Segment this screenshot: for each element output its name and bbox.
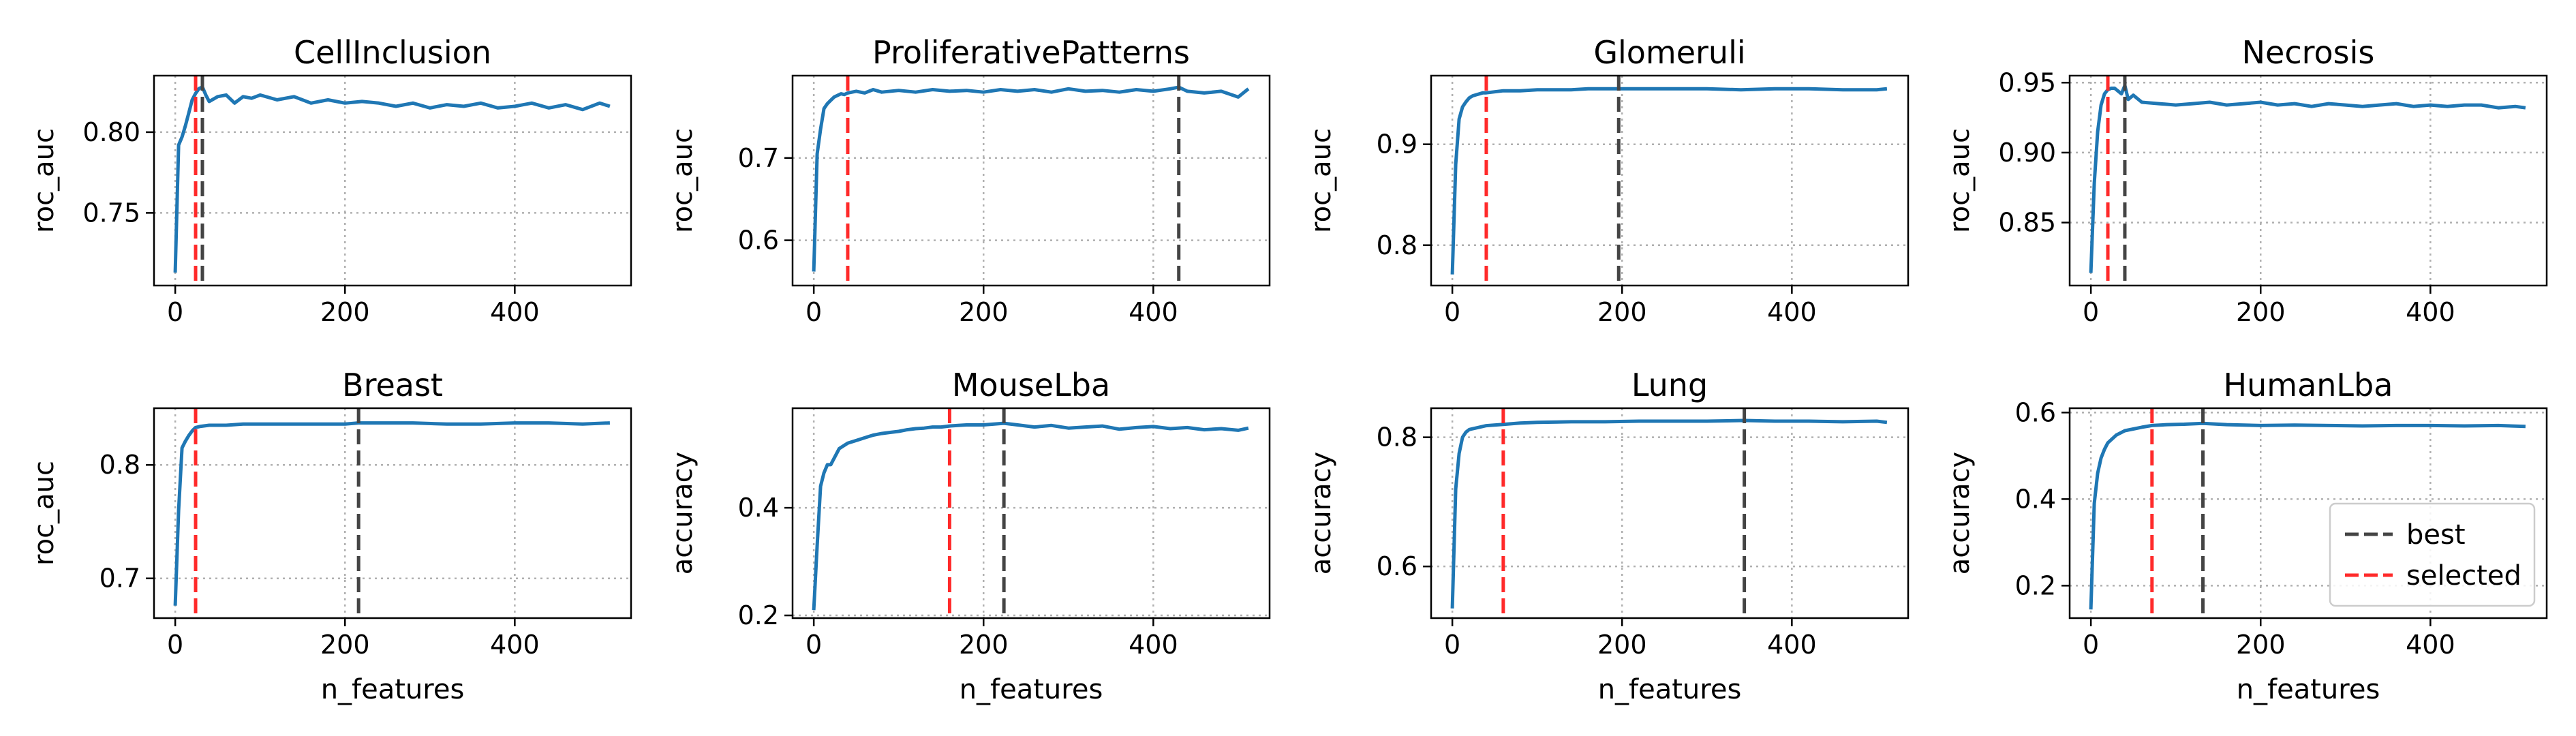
x-tick-label: 400 <box>490 630 540 660</box>
y-tick-label: 0.7 <box>99 564 140 594</box>
plot-area <box>2089 408 2526 618</box>
y-tick-label: 0.4 <box>738 493 779 523</box>
subplot-title: ProliferativePatterns <box>872 34 1190 71</box>
x-axis-label: n_features <box>321 674 465 705</box>
subplot-title: CellInclusion <box>294 34 491 71</box>
y-axis-label: accuracy <box>1944 452 1976 574</box>
subplot-title: Necrosis <box>2242 34 2375 71</box>
subplot-humanlba: 0 200 400 0.2 0.4 0.6 HumanLba accuracy n_featur… <box>1944 367 2548 705</box>
y-tick-label: 0.85 <box>1998 208 2056 238</box>
series-line <box>2089 421 2526 610</box>
x-tick-label: 0 <box>1444 297 1460 327</box>
y-tick-label: 0.6 <box>738 226 779 256</box>
x-tick-label: 400 <box>490 297 540 327</box>
y-axis-label: accuracy <box>1306 452 1337 574</box>
series-line <box>173 421 611 606</box>
x-tick-label: 0 <box>167 630 183 660</box>
x-tick-label: 200 <box>320 297 370 327</box>
legend-box <box>2329 502 2536 607</box>
axes-frame <box>1430 407 1910 619</box>
series-line <box>1450 87 1888 275</box>
x-axis-label: n_features <box>1598 674 1742 705</box>
x-tick-label: 0 <box>2083 297 2099 327</box>
x-tick-label: 200 <box>2236 297 2286 327</box>
series-line <box>1450 418 1888 609</box>
legend: best selected <box>2329 502 2536 607</box>
y-tick-label: 0.8 <box>1377 230 1417 260</box>
plot-area <box>173 408 611 618</box>
y-axis-label: roc_auc <box>667 128 699 233</box>
x-tick-label: 400 <box>1767 297 1817 327</box>
x-tick-label: 200 <box>1597 297 1647 327</box>
axes-frame <box>153 74 632 287</box>
axes-frame <box>2068 74 2548 287</box>
x-tick-label: 0 <box>2083 630 2099 660</box>
axes-frame <box>791 407 1271 619</box>
plot-area <box>812 408 1249 618</box>
y-tick-label: 0.75 <box>82 198 140 228</box>
subplot-lung: 0 200 400 0.6 0.8 Lung accuracy n_features <box>1306 367 1910 705</box>
x-axis-label: n_features <box>2237 674 2380 705</box>
x-tick-label: 400 <box>1767 630 1817 660</box>
legend-label-best: best <box>2406 519 2466 551</box>
series-line <box>2089 83 2526 273</box>
subplot-title: Breast <box>342 367 443 403</box>
x-tick-label: 400 <box>2406 630 2455 660</box>
subplot-title: Glomeruli <box>1593 34 1745 71</box>
x-tick-label: 200 <box>959 630 1009 660</box>
axes-frame <box>2068 407 2548 619</box>
y-axis-label: roc_auc <box>1306 128 1337 233</box>
y-tick-label: 0.7 <box>738 143 779 173</box>
y-axis-label: roc_auc <box>29 461 60 566</box>
x-tick-label: 200 <box>320 630 370 660</box>
y-axis-label: accuracy <box>667 452 699 574</box>
x-tick-label: 200 <box>1597 630 1647 660</box>
axes-frame <box>1430 74 1910 287</box>
x-tick-label: 0 <box>167 297 183 327</box>
y-tick-label: 0.90 <box>1998 138 2056 168</box>
y-tick-label: 0.2 <box>2015 570 2056 600</box>
plot-area <box>1450 76 1888 286</box>
x-tick-label: 0 <box>806 297 822 327</box>
plot-area <box>1450 408 1888 618</box>
y-tick-label: 0.8 <box>1377 423 1417 453</box>
x-tick-label: 200 <box>2236 630 2286 660</box>
y-axis-label: roc_auc <box>1944 128 1976 233</box>
series-line <box>173 85 611 273</box>
y-tick-label: 0.4 <box>2015 484 2056 514</box>
subplot-glomeruli: 0 200 400 0.8 0.9 Glomeruli roc_auc <box>1306 34 1910 327</box>
x-tick-label: 400 <box>1129 297 1178 327</box>
y-tick-label: 0.2 <box>738 600 779 630</box>
subplot-title: Lung <box>1631 367 1708 403</box>
y-tick-label: 0.9 <box>1377 129 1417 159</box>
subplot-breast: 0 200 400 0.7 0.8 Breast roc_auc n_features <box>29 367 632 705</box>
subplot-cellinclusion: 0 200 400 0.75 0.80 CellInclusion roc_auc <box>29 34 632 327</box>
x-tick-label: 0 <box>806 630 822 660</box>
subplot-mouselba: 0 200 400 0.2 0.4 MouseLba accuracy n_features <box>667 367 1271 705</box>
subplot-proliferativepatterns: 0 200 400 0.6 0.7 ProliferativePatterns roc_au… <box>667 34 1271 327</box>
x-tick-label: 400 <box>1129 630 1178 660</box>
legend-label-selected: selected <box>2406 560 2521 592</box>
y-tick-label: 0.6 <box>2015 397 2056 427</box>
subplot-title: MouseLba <box>952 367 1110 403</box>
y-tick-label: 0.95 <box>1998 67 2056 97</box>
plot-area <box>173 76 611 286</box>
y-tick-label: 0.80 <box>82 117 140 147</box>
x-axis-label: n_features <box>960 674 1103 705</box>
axes-frame <box>153 407 632 619</box>
x-tick-label: 0 <box>1444 630 1460 660</box>
plot-area <box>2089 76 2526 286</box>
series-line <box>812 85 1250 272</box>
y-tick-label: 0.8 <box>99 450 140 480</box>
series-line <box>812 421 1249 611</box>
x-tick-label: 400 <box>2406 297 2455 327</box>
y-axis-label: roc_auc <box>29 128 60 233</box>
y-tick-label: 0.6 <box>1377 551 1417 581</box>
x-tick-label: 200 <box>959 297 1009 327</box>
subplot-necrosis: 0 200 400 0.85 0.90 0.95 Necrosis roc_auc <box>1944 34 2548 327</box>
plot-area <box>812 76 1250 286</box>
axes-frame <box>791 74 1271 287</box>
subplot-title: HumanLba <box>2224 367 2393 403</box>
